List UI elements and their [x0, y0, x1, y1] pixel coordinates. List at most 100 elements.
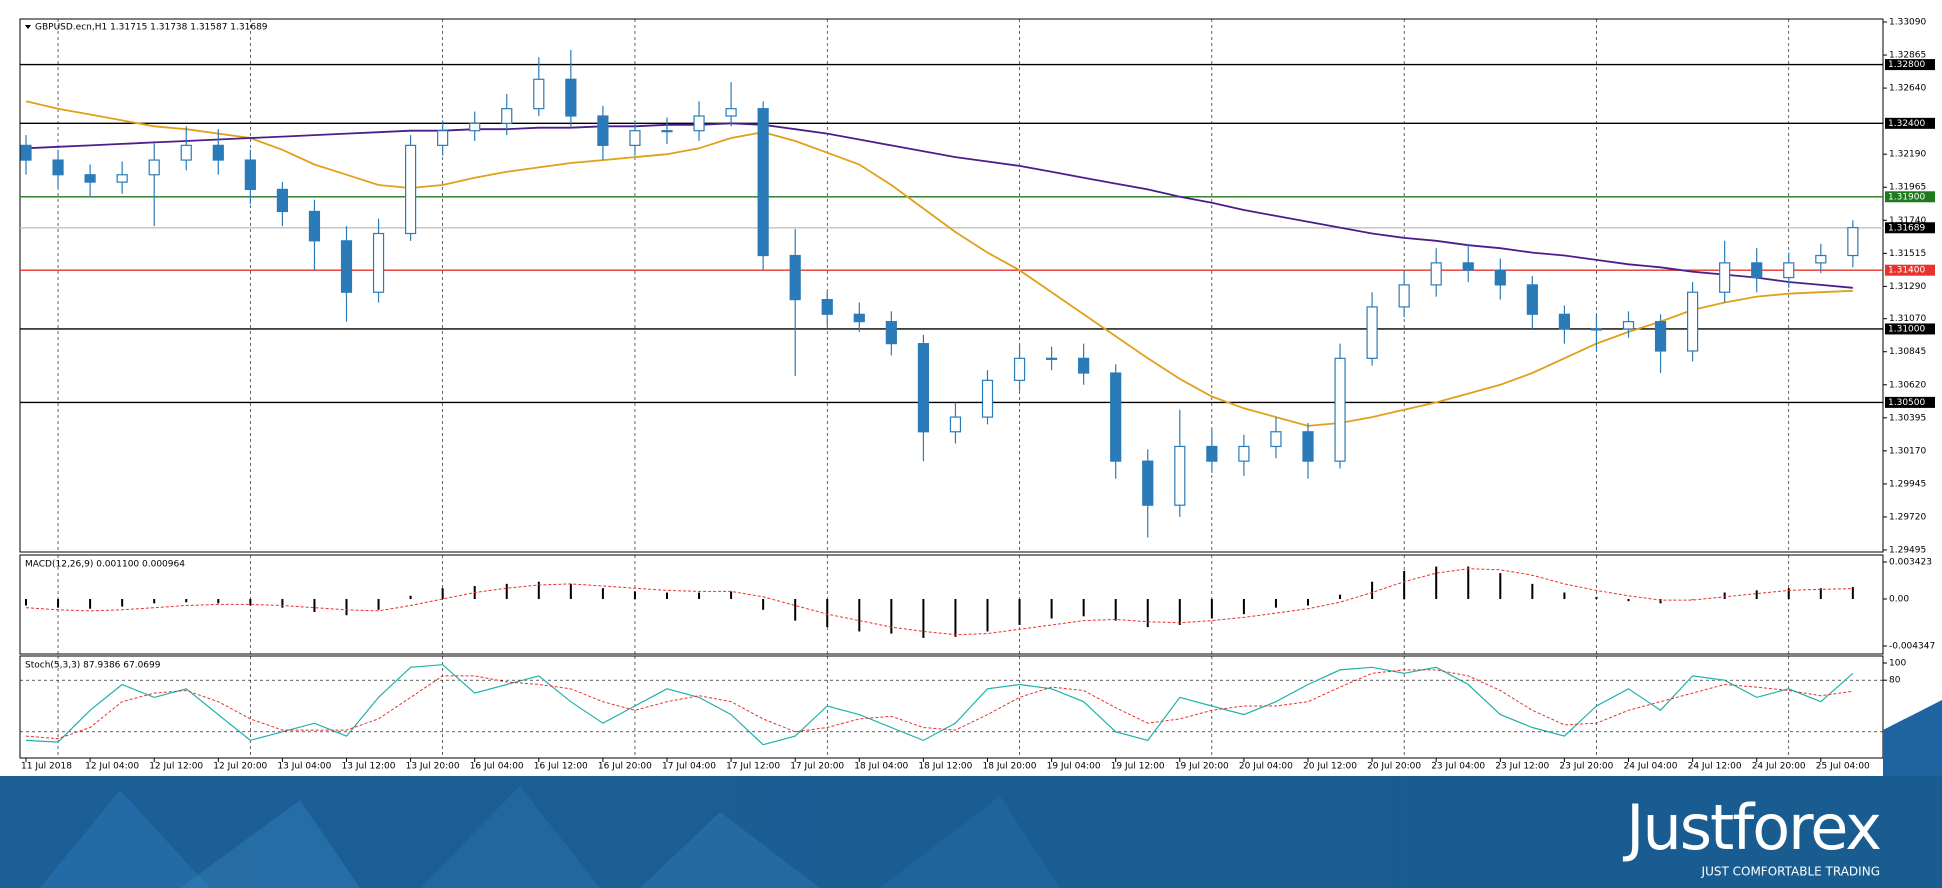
macd-bar: [1050, 599, 1053, 619]
candle-body: [1462, 262, 1474, 271]
x-tick-label: 23 Jul 20:00: [1559, 762, 1613, 772]
candle-body: [148, 159, 160, 176]
macd-bar: [377, 599, 380, 610]
x-tick-label: 16 Jul 12:00: [534, 762, 588, 772]
macd-header: MACD(12,26,9) 0.001100 0.000964: [25, 560, 185, 570]
macd-bar: [1531, 583, 1534, 600]
candle-body: [276, 188, 288, 213]
candle-body: [1366, 306, 1378, 359]
y-tick-label: 1.31740: [1889, 216, 1926, 226]
banner-shape: [880, 796, 1060, 888]
candle-body: [1815, 254, 1827, 264]
x-tick-label: 16 Jul 04:00: [470, 762, 524, 772]
candle-body: [1238, 445, 1250, 462]
macd-bar: [537, 581, 540, 600]
x-tick-label: 12 Jul 12:00: [149, 762, 203, 772]
level-label: 1.31900: [1888, 192, 1925, 202]
macd-bar: [1242, 599, 1245, 615]
moving-average: [25, 122, 1853, 289]
stoch-signal: [25, 669, 1853, 740]
banner-shape: [180, 800, 360, 888]
macd-bar: [441, 588, 444, 600]
level-box: [1885, 264, 1935, 276]
level-box: [1885, 191, 1935, 203]
x-tick-label: 17 Jul 20:00: [790, 762, 844, 772]
candle-body: [84, 174, 96, 183]
macd-bar: [153, 599, 156, 604]
macd-signal: [25, 568, 1853, 636]
candle-body: [1622, 321, 1635, 330]
level-box: [1885, 59, 1935, 71]
macd-bar: [794, 599, 797, 621]
macd-bar: [569, 583, 572, 600]
macd-bar: [1787, 588, 1790, 600]
candle-body: [1302, 431, 1314, 462]
macd-bar: [601, 588, 604, 600]
tagline: JUST COMFORTABLE TRADING: [1701, 865, 1880, 879]
candle-body: [308, 210, 321, 242]
candle-body: [725, 108, 737, 117]
macd-bar: [1595, 596, 1598, 600]
candle-body: [949, 416, 962, 433]
macd-bar: [1274, 599, 1277, 608]
x-tick-label: 17 Jul 12:00: [726, 762, 780, 772]
x-tick-label: 24 Jul 20:00: [1752, 762, 1806, 772]
macd-bar: [25, 599, 27, 606]
macd-bar: [1819, 588, 1822, 600]
macd-bar: [826, 599, 829, 628]
candle-body: [1110, 372, 1122, 462]
x-tick-label: 23 Jul 12:00: [1495, 762, 1549, 772]
candle-body: [116, 174, 128, 183]
candle-body: [52, 159, 64, 176]
candle-body: [1494, 269, 1506, 286]
x-tick-label: 20 Jul 20:00: [1367, 762, 1421, 772]
x-tick-label: 24 Jul 04:00: [1624, 762, 1678, 772]
banner: [0, 776, 1942, 888]
x-tick-label: 18 Jul 20:00: [983, 762, 1037, 772]
macd-bar: [1018, 599, 1021, 625]
macd-bar: [698, 592, 701, 600]
level-label: 1.32400: [1888, 119, 1925, 129]
macd-bar: [281, 599, 284, 608]
y-tick-label: 100: [1889, 659, 1906, 669]
level-label: 1.31400: [1888, 266, 1925, 276]
macd-bar: [1082, 599, 1085, 617]
macd-bar: [89, 599, 92, 609]
x-tick-label: 19 Jul 12:00: [1111, 762, 1165, 772]
x-tick-label: 13 Jul 20:00: [406, 762, 460, 772]
candle-body: [340, 240, 353, 293]
y-tick-label: 1.31515: [1889, 249, 1926, 259]
candle-body: [981, 379, 994, 418]
y-tick-label: 1.29495: [1889, 546, 1926, 556]
macd-bar: [313, 599, 316, 612]
candle-body: [1430, 262, 1442, 286]
candle-body: [180, 144, 192, 161]
candle-body: [212, 144, 224, 161]
y-tick-label: -0.004347: [1889, 642, 1935, 652]
y-tick-label: 0.003423: [1889, 558, 1932, 568]
level-label: 1.32800: [1888, 60, 1925, 70]
candle-body: [533, 78, 545, 110]
candle-body: [885, 321, 897, 345]
candle-body: [565, 78, 577, 117]
candle-body: [1526, 284, 1538, 315]
candle-body: [1847, 227, 1859, 257]
macd-bar: [505, 583, 508, 600]
macd-bar: [1659, 599, 1662, 604]
candle-body: [1719, 262, 1731, 293]
corner-decoration: [1883, 700, 1942, 776]
moving-average: [25, 100, 1853, 427]
candle-body: [1206, 445, 1218, 462]
macd-bar: [762, 599, 765, 610]
y-tick-label: 1.33090: [1889, 18, 1926, 28]
y-tick-label: 1.30620: [1889, 380, 1926, 390]
y-tick-label: 1.32865: [1889, 51, 1926, 61]
macd-bar: [633, 591, 636, 600]
candle-body: [1686, 291, 1699, 352]
x-tick-label: 25 Jul 04:00: [1816, 762, 1870, 772]
candle-body: [1013, 357, 1026, 381]
banner-shape: [40, 790, 210, 888]
macd-bar: [986, 599, 989, 632]
candle-body: [1174, 445, 1186, 506]
